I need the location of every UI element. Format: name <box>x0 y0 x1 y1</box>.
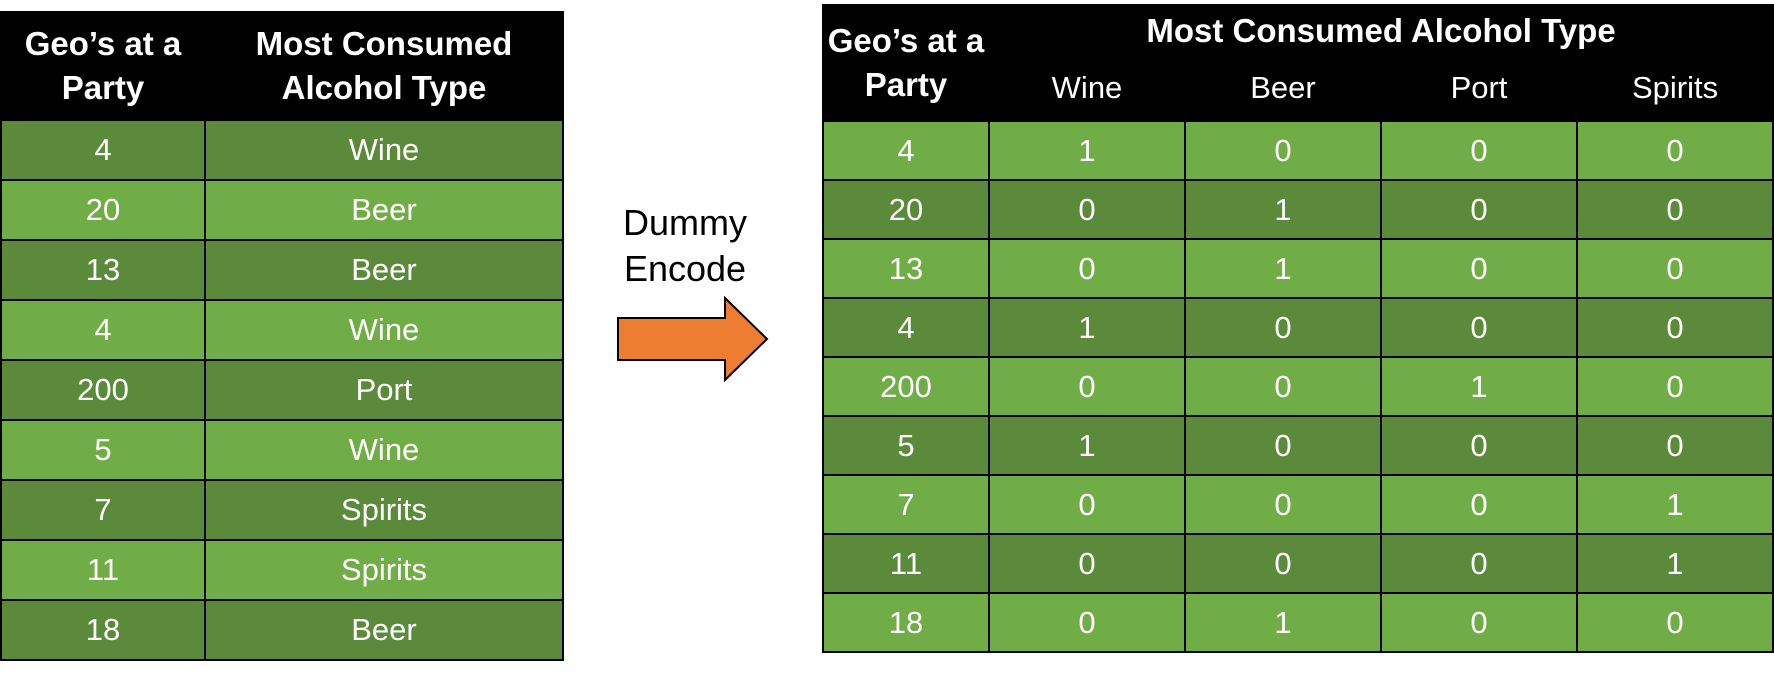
table-cell: 0 <box>1380 238 1578 299</box>
table-row: 18 Beer <box>0 599 564 661</box>
table-row: 5 Wine <box>0 419 564 481</box>
table-cell: 0 <box>1575 592 1774 653</box>
annotation-line1: Dummy <box>623 202 747 243</box>
port-column-header: Port <box>1380 56 1578 122</box>
table-cell: 0 <box>1380 415 1578 476</box>
table-row: 13 Beer <box>0 239 564 301</box>
table-cell: Beer <box>204 239 564 301</box>
table-cell: 0 <box>1184 356 1382 417</box>
table-cell: 200 <box>822 356 990 417</box>
table-cell: 1 <box>988 120 1186 181</box>
table-row: 18 0 1 0 0 <box>822 592 1774 653</box>
table-cell: 0 <box>988 474 1186 535</box>
table-cell: 0 <box>1380 474 1578 535</box>
table-cell: 0 <box>1380 120 1578 181</box>
table-cell: Wine <box>204 119 564 181</box>
table-cell: 0 <box>1184 297 1382 358</box>
table-cell: 13 <box>822 238 990 299</box>
table-cell: Beer <box>204 599 564 661</box>
table-cell: 13 <box>0 239 206 301</box>
table-cell: 20 <box>822 179 990 240</box>
table-cell: 1 <box>988 297 1186 358</box>
table-cell: 20 <box>0 179 206 241</box>
geo-header: Geo’s at a Party <box>0 11 206 121</box>
table-cell: 0 <box>1380 297 1578 358</box>
table-cell: 0 <box>1575 179 1774 240</box>
table-cell: 0 <box>1380 592 1578 653</box>
table-cell: 0 <box>988 592 1186 653</box>
table-cell: 0 <box>1575 415 1774 476</box>
alcohol-header: Most Consumed Alcohol Type <box>204 11 564 121</box>
table-cell: 7 <box>0 479 206 541</box>
table-cell: Spirits <box>204 539 564 601</box>
table-cell: 11 <box>0 539 206 601</box>
table-cell: Wine <box>204 419 564 481</box>
table-cell: 5 <box>822 415 990 476</box>
table-cell: 0 <box>988 179 1186 240</box>
table-row: 4 Wine <box>0 299 564 361</box>
table-cell: 0 <box>1380 179 1578 240</box>
spirits-column-header: Spirits <box>1575 56 1774 122</box>
table-cell: 1 <box>1184 179 1382 240</box>
arrow-right-icon <box>617 296 769 382</box>
table-cell: 0 <box>1575 297 1774 358</box>
original-table: Geo’s at a Party Most Consumed Alcohol T… <box>0 11 564 661</box>
table-cell: 0 <box>988 238 1186 299</box>
table-row: 200 0 0 1 0 <box>822 356 1774 417</box>
table-cell: 1 <box>1184 592 1382 653</box>
table-row: 13 0 1 0 0 <box>822 238 1774 299</box>
table-cell: 5 <box>0 419 206 481</box>
table-cell: 1 <box>988 415 1186 476</box>
table-cell: Wine <box>204 299 564 361</box>
table-row: 11 0 0 0 1 <box>822 533 1774 594</box>
table-cell: 4 <box>0 119 206 181</box>
table-cell: 0 <box>1184 120 1382 181</box>
table-cell: 0 <box>1575 120 1774 181</box>
table-cell: 0 <box>988 533 1186 594</box>
table-cell: 1 <box>1380 356 1578 417</box>
dummy-encode-label: Dummy Encode <box>600 200 770 292</box>
table-cell: 0 <box>988 356 1186 417</box>
table-cell: Spirits <box>204 479 564 541</box>
table-cell: 11 <box>822 533 990 594</box>
table-row: 20 Beer <box>0 179 564 241</box>
table-cell: 7 <box>822 474 990 535</box>
table-cell: Beer <box>204 179 564 241</box>
table-cell: 1 <box>1184 238 1382 299</box>
wine-column-header: Wine <box>988 56 1186 122</box>
table-cell: 200 <box>0 359 206 421</box>
table-cell: 0 <box>1575 356 1774 417</box>
table-cell: 1 <box>1575 474 1774 535</box>
table-cell: 1 <box>1575 533 1774 594</box>
table-cell: 18 <box>822 592 990 653</box>
table-row: 11 Spirits <box>0 539 564 601</box>
table-cell: 4 <box>822 120 990 181</box>
annotation-line2: Encode <box>623 248 747 289</box>
table-row: 20 0 1 0 0 <box>822 179 1774 240</box>
table-row: 7 Spirits <box>0 479 564 541</box>
table-cell: Port <box>204 359 564 421</box>
beer-column-header: Beer <box>1184 56 1382 122</box>
dummy-encoded-table: Geo’s at a Party Most Consumed Alcohol T… <box>822 4 1774 653</box>
table-cell: 0 <box>1184 474 1382 535</box>
table-cell: 0 <box>1184 415 1382 476</box>
table-row: 4 Wine <box>0 119 564 181</box>
table-cell: 4 <box>822 297 990 358</box>
encoded-geo-header: Geo’s at a Party <box>822 4 990 122</box>
table-cell: 0 <box>1575 238 1774 299</box>
encoded-group-header: Most Consumed Alcohol Type <box>987 4 1774 56</box>
table-cell: 0 <box>1380 533 1578 594</box>
table-cell: 18 <box>0 599 206 661</box>
table-cell: 0 <box>1184 533 1382 594</box>
table-cell: 4 <box>0 299 206 361</box>
table-row: 200 Port <box>0 359 564 421</box>
